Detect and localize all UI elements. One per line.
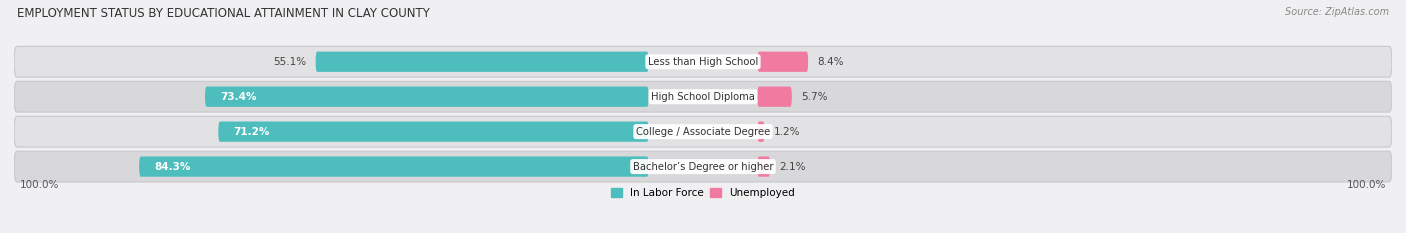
Text: Less than High School: Less than High School [648, 57, 758, 67]
FancyBboxPatch shape [758, 122, 765, 142]
FancyBboxPatch shape [14, 151, 1392, 182]
Text: 100.0%: 100.0% [20, 180, 59, 190]
FancyBboxPatch shape [14, 81, 1392, 112]
Text: 55.1%: 55.1% [273, 57, 307, 67]
FancyBboxPatch shape [218, 122, 648, 142]
Text: 2.1%: 2.1% [779, 162, 806, 171]
Text: 8.4%: 8.4% [817, 57, 844, 67]
FancyBboxPatch shape [205, 87, 648, 107]
Text: College / Associate Degree: College / Associate Degree [636, 127, 770, 137]
FancyBboxPatch shape [758, 157, 770, 177]
Text: 84.3%: 84.3% [155, 162, 191, 171]
FancyBboxPatch shape [139, 157, 648, 177]
FancyBboxPatch shape [758, 87, 792, 107]
Text: 73.4%: 73.4% [221, 92, 257, 102]
Text: 5.7%: 5.7% [801, 92, 827, 102]
Text: Bachelor’s Degree or higher: Bachelor’s Degree or higher [633, 162, 773, 171]
FancyBboxPatch shape [14, 116, 1392, 147]
Text: EMPLOYMENT STATUS BY EDUCATIONAL ATTAINMENT IN CLAY COUNTY: EMPLOYMENT STATUS BY EDUCATIONAL ATTAINM… [17, 7, 430, 20]
FancyBboxPatch shape [758, 52, 808, 72]
Text: 1.2%: 1.2% [773, 127, 800, 137]
FancyBboxPatch shape [14, 46, 1392, 77]
Text: High School Diploma: High School Diploma [651, 92, 755, 102]
Text: 100.0%: 100.0% [1347, 180, 1386, 190]
FancyBboxPatch shape [315, 52, 648, 72]
Text: 71.2%: 71.2% [233, 127, 270, 137]
Legend: In Labor Force, Unemployed: In Labor Force, Unemployed [612, 188, 794, 198]
Text: Source: ZipAtlas.com: Source: ZipAtlas.com [1285, 7, 1389, 17]
